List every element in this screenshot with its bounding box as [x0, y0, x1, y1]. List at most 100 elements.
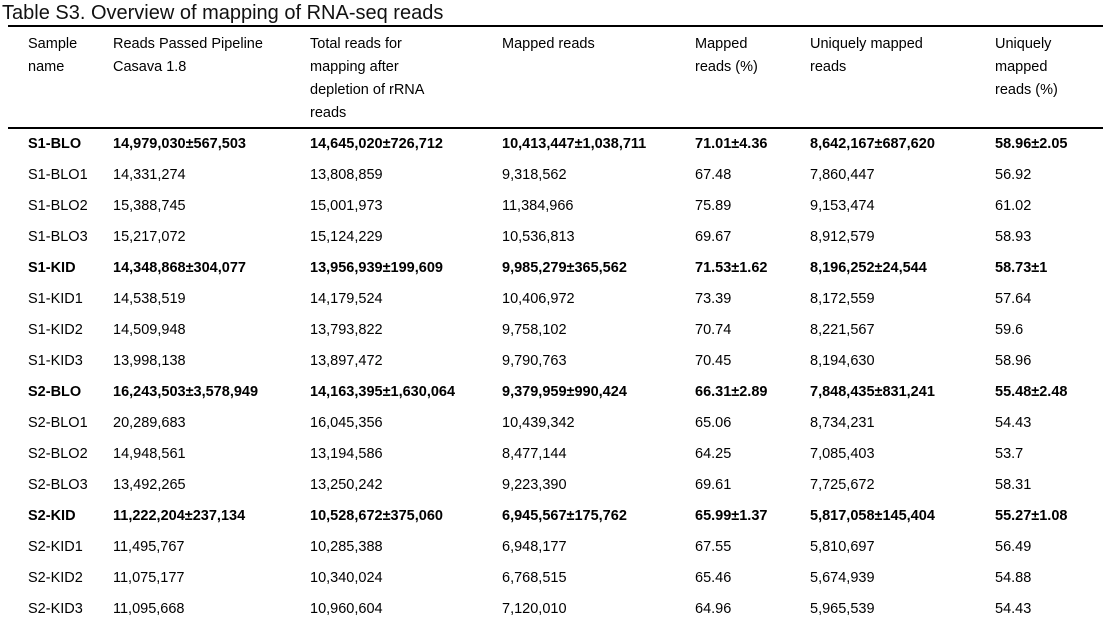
value-cell: 64.96 — [695, 600, 732, 617]
value-cell: 8,477,144 — [502, 445, 567, 462]
value-cell: 55.48±2.48 — [995, 383, 1068, 400]
value-cell: 14,163,395±1,630,064 — [310, 383, 456, 400]
value-cell: 13,793,822 — [310, 321, 383, 338]
value-cell: 7,848,435±831,241 — [810, 383, 935, 400]
value-cell: 6,768,515 — [502, 569, 567, 586]
value-cell: 9,790,763 — [502, 352, 567, 369]
value-cell: 6,948,177 — [502, 538, 567, 555]
value-cell: 8,172,559 — [810, 290, 875, 307]
value-cell: 13,956,939±199,609 — [310, 259, 443, 276]
column-header-mapped-reads-pct: Mapped reads (%) — [695, 26, 810, 129]
value-cell: 53.7 — [995, 445, 1024, 462]
column-header-uniquely-mapped-reads: Uniquely mapped reads — [810, 26, 995, 129]
table-row: S1-KID1 14,538,519 14,179,524 10,406,972 73.… — [8, 283, 1103, 314]
value-cell: 61.02 — [995, 197, 1032, 214]
value-cell: 56.92 — [995, 166, 1032, 183]
table-row: S2-KID3 11,095,668 10,960,604 7,120,010 64.9… — [8, 593, 1103, 624]
table-row: S1-KID2 14,509,948 13,793,822 9,758,102 70.7… — [8, 314, 1103, 345]
sample-name-cell: S2-KID — [28, 507, 76, 524]
value-cell: 9,379,959±990,424 — [502, 383, 627, 400]
value-cell: 10,413,447±1,038,711 — [502, 136, 647, 152]
value-cell: 9,758,102 — [502, 321, 567, 338]
column-header-reads-passed-pipeline: Reads Passed Pipeline Casava 1.8 — [113, 26, 310, 129]
table-row: S1-KID 14,348,868±304,077 13,956,939±199,6… — [8, 252, 1103, 283]
table-row: S1-BLO3 15,217,072 15,124,229 10,536,813 69.… — [8, 221, 1103, 252]
value-cell: 64.25 — [695, 445, 732, 462]
value-cell: 9,153,474 — [810, 197, 875, 214]
value-cell: 6,945,567±175,762 — [502, 507, 627, 524]
value-cell: 13,897,472 — [310, 352, 383, 369]
sample-name-cell: S2-KID1 — [28, 538, 83, 555]
value-cell: 54.43 — [995, 414, 1032, 431]
value-cell: 57.64 — [995, 290, 1032, 307]
value-cell: 66.31±2.89 — [695, 383, 768, 400]
value-cell: 8,734,231 — [810, 414, 875, 431]
value-cell: 10,528,672±375,060 — [310, 507, 443, 524]
table-row: S2-KID2 11,075,177 10,340,024 6,768,515 65.4… — [8, 562, 1103, 593]
sample-name-cell: S1-BLO3 — [28, 228, 88, 245]
value-cell: 58.96 — [995, 352, 1032, 369]
value-cell: 56.49 — [995, 538, 1032, 555]
value-cell: 54.88 — [995, 569, 1032, 586]
value-cell: 58.96±2.05 — [995, 136, 1068, 152]
value-cell: 69.61 — [695, 476, 732, 493]
value-cell: 75.89 — [695, 197, 732, 214]
value-cell: 7,860,447 — [810, 166, 875, 183]
sample-name-cell: S2-BLO1 — [28, 414, 88, 431]
value-cell: 10,439,342 — [502, 414, 575, 431]
table-row: S1-BLO1 14,331,274 13,808,859 9,318,562 67.4… — [8, 159, 1103, 190]
table-row: S1-KID3 13,998,138 13,897,472 9,790,763 70.4… — [8, 345, 1103, 376]
value-cell: 16,045,356 — [310, 414, 383, 431]
value-cell: 54.43 — [995, 600, 1032, 617]
sample-name-cell: S2-BLO3 — [28, 476, 88, 493]
value-cell: 5,817,058±145,404 — [810, 507, 935, 524]
value-cell: 10,285,388 — [310, 538, 383, 555]
sample-name-cell: S2-BLO2 — [28, 445, 88, 462]
column-header-uniquely-mapped-pct: Uniquely mapped reads (%) — [995, 26, 1103, 129]
value-cell: 13,194,586 — [310, 445, 383, 462]
value-cell: 8,196,252±24,544 — [810, 259, 927, 276]
value-cell: 14,331,274 — [113, 166, 186, 183]
value-cell: 8,912,579 — [810, 228, 875, 245]
value-cell: 14,979,030±567,503 — [113, 136, 246, 152]
value-cell: 14,509,948 — [113, 321, 186, 338]
table-row: S2-BLO 16,243,503±3,578,949 14,163,395±1,6… — [8, 376, 1103, 407]
value-cell: 67.48 — [695, 166, 732, 183]
value-cell: 70.45 — [695, 352, 732, 369]
value-cell: 65.99±1.37 — [695, 507, 768, 524]
value-cell: 11,222,204±237,134 — [113, 507, 246, 524]
table-row: S2-BLO2 14,948,561 13,194,586 8,477,144 64.2… — [8, 438, 1103, 469]
value-cell: 7,120,010 — [502, 600, 567, 617]
value-cell: 13,492,265 — [113, 476, 186, 493]
table-row: S1-BLO2 15,388,745 15,001,973 11,384,966 75.… — [8, 190, 1103, 221]
value-cell: 7,725,672 — [810, 476, 875, 493]
value-cell: 70.74 — [695, 321, 732, 338]
value-cell: 67.55 — [695, 538, 732, 555]
value-cell: 10,340,024 — [310, 569, 383, 586]
value-cell: 13,998,138 — [113, 352, 186, 369]
header-row: Sample name Reads Passed Pipeline Casava… — [8, 26, 1103, 129]
value-cell: 5,674,939 — [810, 569, 875, 586]
table-row: S1-BLO 14,979,030±567,503 14,645,020±726,7… — [8, 128, 1103, 159]
value-cell: 71.53±1.62 — [695, 259, 768, 276]
value-cell: 10,406,972 — [502, 290, 575, 307]
sample-name-cell: S1-KID2 — [28, 321, 83, 338]
value-cell: 8,642,167±687,620 — [810, 136, 935, 152]
table-header: Sample name Reads Passed Pipeline Casava… — [8, 26, 1103, 129]
value-cell: 11,075,177 — [113, 569, 185, 586]
value-cell: 58.73±1 — [995, 259, 1048, 276]
sample-name-cell: S1-KID — [28, 259, 76, 276]
value-cell: 5,810,697 — [810, 538, 875, 555]
sample-name-cell: S1-KID3 — [28, 352, 83, 369]
value-cell: 55.27±1.08 — [995, 507, 1068, 524]
value-cell: 9,318,562 — [502, 166, 567, 183]
value-cell: 11,384,966 — [502, 197, 574, 214]
value-cell: 15,124,229 — [310, 228, 383, 245]
value-cell: 65.06 — [695, 414, 732, 431]
value-cell: 14,179,524 — [310, 290, 383, 307]
sample-name-cell: S1-KID1 — [28, 290, 83, 307]
sample-name-cell: S2-BLO — [28, 383, 82, 400]
value-cell: 10,960,604 — [310, 600, 383, 617]
value-cell: 9,223,390 — [502, 476, 567, 493]
